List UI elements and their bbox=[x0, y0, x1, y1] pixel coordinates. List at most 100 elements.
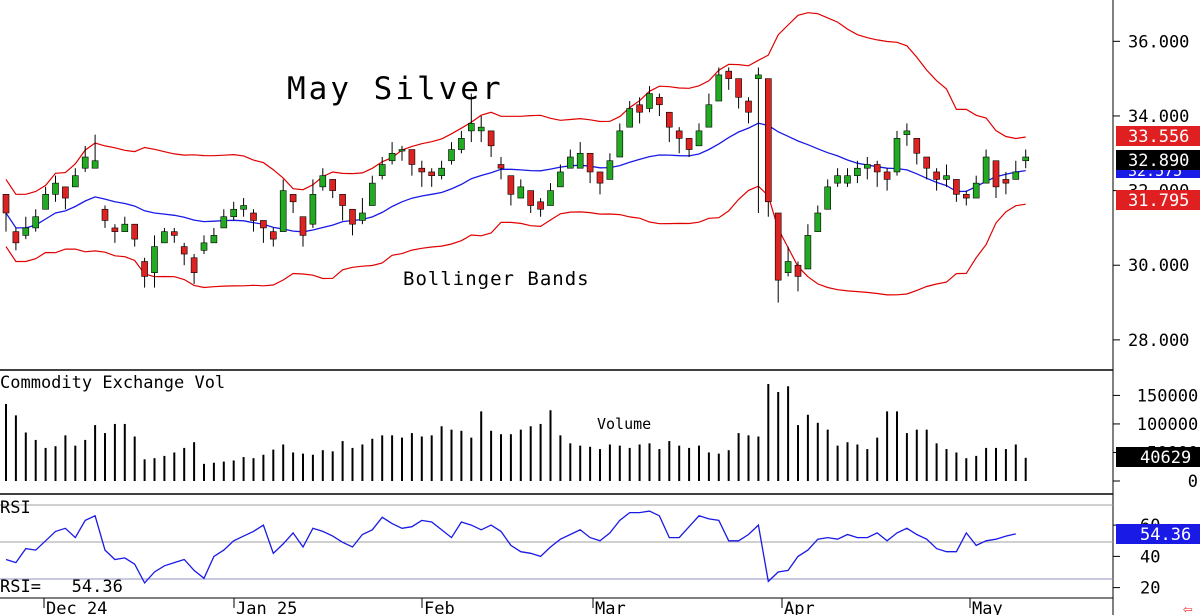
candle-body bbox=[487, 130, 495, 147]
candle-body bbox=[62, 186, 69, 199]
month-label: Feb bbox=[424, 599, 455, 615]
candle-body bbox=[873, 164, 881, 173]
candle-body bbox=[794, 264, 802, 277]
candle-body bbox=[745, 100, 752, 113]
price-y-label: 34.000 bbox=[1128, 107, 1189, 127]
candle-body bbox=[250, 212, 257, 221]
month-label: Jan 25 bbox=[236, 599, 297, 615]
candle-body bbox=[200, 242, 208, 251]
bollinger-upper-band bbox=[5, 12, 1026, 195]
candle-body bbox=[606, 160, 614, 180]
candle-body bbox=[933, 171, 940, 180]
candle-body bbox=[893, 138, 901, 173]
candle-body bbox=[774, 212, 782, 281]
candle-body bbox=[497, 164, 505, 169]
candle-body bbox=[378, 164, 386, 176]
candle-body bbox=[230, 208, 237, 218]
price-y-label: 36.000 bbox=[1128, 32, 1189, 52]
candle-body bbox=[72, 175, 79, 188]
candle-body bbox=[863, 164, 871, 169]
candle-body bbox=[1002, 179, 1010, 184]
rsi-panel-title: RSI bbox=[0, 498, 31, 518]
bollinger-lower-band bbox=[5, 185, 1026, 296]
candle-body bbox=[824, 186, 832, 210]
candle-body bbox=[477, 126, 485, 132]
candle-body bbox=[22, 227, 30, 236]
candle-body bbox=[111, 227, 119, 232]
candle-body bbox=[1012, 171, 1020, 180]
candle-body bbox=[675, 130, 683, 139]
candle-body bbox=[834, 175, 841, 184]
price-layer bbox=[2, 12, 1030, 303]
candle-body bbox=[923, 156, 931, 169]
candle-body bbox=[705, 104, 713, 128]
rsi-layer bbox=[5, 510, 1016, 585]
candle-body bbox=[784, 261, 792, 274]
candle-body bbox=[646, 93, 653, 109]
candle-body bbox=[438, 167, 445, 176]
candle-body bbox=[804, 235, 812, 270]
candle-body bbox=[81, 156, 89, 169]
candle-body bbox=[547, 190, 554, 206]
candle-body bbox=[180, 246, 188, 255]
price-y-label: 30.000 bbox=[1128, 256, 1189, 276]
candle-body bbox=[329, 179, 337, 191]
candle-body bbox=[764, 78, 772, 203]
candle-body bbox=[507, 175, 515, 195]
candle-body bbox=[52, 182, 59, 195]
rsi-badge: 54.36 bbox=[1140, 525, 1191, 545]
candle-body bbox=[359, 212, 366, 221]
candle-body bbox=[517, 186, 525, 199]
candle-body bbox=[566, 156, 574, 169]
candle-body bbox=[992, 160, 1000, 188]
candle-body bbox=[972, 182, 980, 199]
candle-body bbox=[982, 156, 990, 184]
candle-body bbox=[418, 167, 426, 173]
upper-band-badge: 33.556 bbox=[1128, 127, 1189, 147]
price-y-label: 28.000 bbox=[1128, 331, 1189, 351]
volume-y-label: 100000 bbox=[1137, 415, 1198, 435]
rsi-readout: RSI= 54.36 bbox=[0, 577, 123, 597]
candle-body bbox=[626, 108, 634, 128]
candle-body bbox=[527, 190, 535, 206]
rsi-y-label: 20 bbox=[1140, 579, 1160, 599]
candle-body bbox=[1022, 156, 1030, 162]
month-label: Dec 24 bbox=[46, 599, 107, 615]
candle-body bbox=[299, 216, 307, 236]
candle-body bbox=[854, 167, 861, 176]
candle-body bbox=[467, 123, 475, 132]
upper-band-badge-bg bbox=[1116, 126, 1200, 146]
month-label: Mar bbox=[595, 599, 626, 615]
scroll-left-icon[interactable]: ⇦ bbox=[1183, 599, 1193, 615]
candle-body bbox=[428, 171, 436, 176]
last-price-badge-bg bbox=[1116, 150, 1200, 170]
candle-body bbox=[448, 149, 455, 162]
candle-body bbox=[715, 74, 723, 102]
last-price-badge: 32.890 bbox=[1128, 151, 1189, 171]
volume-badge-bg bbox=[1116, 447, 1200, 467]
candle-body bbox=[557, 171, 564, 188]
candle-body bbox=[171, 231, 178, 236]
rsi-badge-bg bbox=[1116, 524, 1200, 544]
volume-layer bbox=[5, 384, 1027, 481]
candle-body bbox=[537, 201, 544, 210]
candle-body bbox=[814, 212, 822, 232]
candle-body bbox=[32, 216, 40, 229]
candle-body bbox=[943, 175, 950, 180]
candle-body bbox=[458, 138, 465, 150]
candle-body bbox=[12, 231, 20, 244]
candle-body bbox=[368, 182, 376, 206]
candle-body bbox=[190, 257, 198, 274]
candle-body bbox=[962, 194, 970, 199]
candle-body bbox=[695, 130, 703, 147]
month-label: May bbox=[972, 599, 1003, 615]
candle-body bbox=[101, 208, 109, 221]
candle-body bbox=[42, 194, 49, 210]
candle-body bbox=[210, 235, 218, 244]
candle-body bbox=[596, 171, 604, 184]
candle-body bbox=[349, 208, 356, 225]
candle-body bbox=[844, 175, 851, 184]
chart-title: May Silver bbox=[287, 71, 504, 107]
candle-body bbox=[616, 130, 624, 158]
